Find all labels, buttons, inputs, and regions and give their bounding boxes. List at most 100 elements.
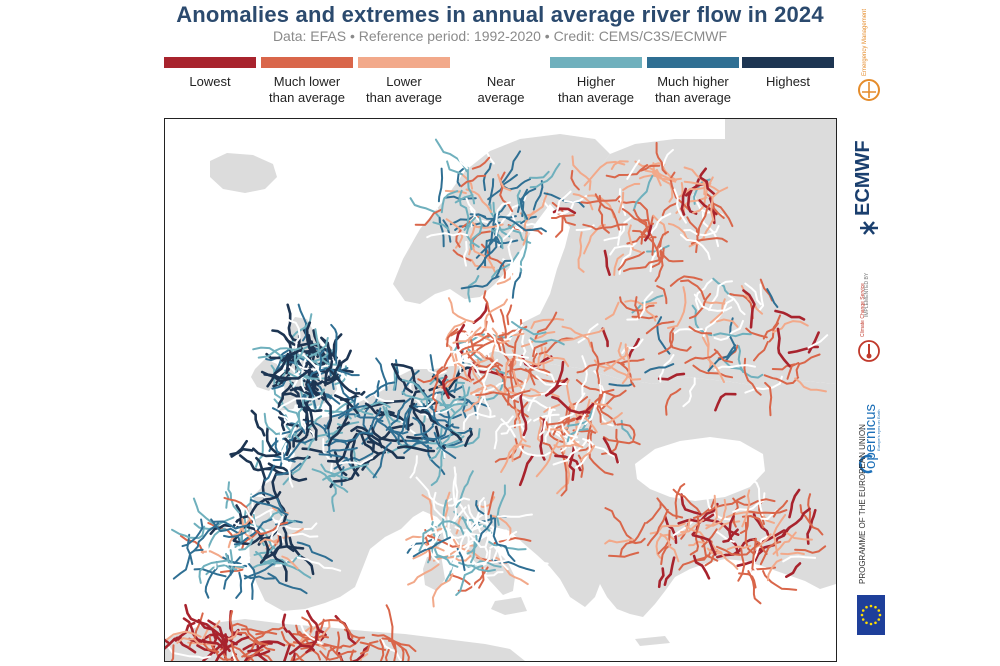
river-segment xyxy=(602,436,641,446)
river-segment xyxy=(604,301,620,321)
logo-sidebar: Emergency Management ECMWF IMPLEMENTED B… xyxy=(850,9,890,656)
river-segment xyxy=(305,321,319,354)
river-segment xyxy=(288,532,319,538)
legend-item-higher: Higher than average xyxy=(550,57,642,106)
river-segment xyxy=(613,253,625,276)
river-segment xyxy=(688,540,706,547)
river-segment xyxy=(364,402,401,420)
river-segment xyxy=(307,367,338,381)
river-segment xyxy=(544,407,554,443)
river-segment xyxy=(529,170,550,179)
river-segment xyxy=(502,258,531,283)
river-segment xyxy=(604,507,635,541)
river-segment xyxy=(448,384,466,430)
river-segment xyxy=(692,554,711,580)
river-segment xyxy=(610,160,629,170)
river-segment xyxy=(192,522,220,552)
map-subtitle: Data: EFAS • Reference period: 1992-2020… xyxy=(272,28,728,44)
river-segment xyxy=(470,569,504,577)
river-segment xyxy=(439,402,468,413)
river-segment xyxy=(271,379,287,390)
river-segment xyxy=(422,433,457,459)
river-segment xyxy=(243,560,279,580)
programme-text: PROGRAMME OF THE EUROPEAN UNION xyxy=(858,424,867,584)
river-segment xyxy=(310,361,322,381)
river-segment xyxy=(577,231,585,273)
river-segment xyxy=(425,524,438,550)
land-iceland xyxy=(210,153,277,193)
river-segment xyxy=(247,562,257,600)
river-segment xyxy=(691,533,717,556)
river-segment xyxy=(489,203,499,222)
copernicus-c-icon xyxy=(858,454,873,474)
river-segment xyxy=(623,253,665,273)
river-segment xyxy=(626,159,641,180)
land-finland-russia xyxy=(510,139,836,387)
river-segment xyxy=(583,223,606,255)
river-segment xyxy=(738,572,757,589)
river-segment xyxy=(203,643,234,661)
river-segment xyxy=(475,500,485,515)
river-segment xyxy=(282,644,291,661)
river-segment xyxy=(469,497,485,529)
river-segment xyxy=(306,609,326,635)
river-segment xyxy=(551,210,569,228)
river-segment xyxy=(519,220,552,230)
river-segment xyxy=(553,443,584,449)
river-segment xyxy=(626,291,654,321)
river-segment xyxy=(715,542,761,556)
river-segment xyxy=(491,251,520,279)
river-segment xyxy=(508,389,531,399)
river-segment xyxy=(555,190,572,215)
river-segment xyxy=(359,641,386,651)
river-segment xyxy=(741,489,751,528)
river-segment xyxy=(293,351,316,382)
river-segment xyxy=(456,547,466,572)
river-segment xyxy=(768,314,782,343)
river-segment xyxy=(680,187,687,216)
river-segment xyxy=(602,437,619,464)
river-segment xyxy=(451,149,469,170)
river-segment xyxy=(758,283,765,312)
river-segment xyxy=(563,195,588,204)
river-segment xyxy=(509,360,515,393)
river-segment xyxy=(722,528,739,543)
river-segment xyxy=(329,646,343,661)
river-segment xyxy=(652,214,667,236)
river-segment xyxy=(314,328,338,366)
river-segment xyxy=(598,385,606,413)
river-segment xyxy=(452,538,486,563)
river-segment xyxy=(233,518,273,546)
river-segment xyxy=(437,520,465,536)
river-segment xyxy=(471,356,492,386)
legend-item-near-average: Near average xyxy=(455,57,547,106)
legend: Lowest Much lower than average Lower tha… xyxy=(164,57,838,109)
river-segment xyxy=(311,468,349,493)
river-segment xyxy=(375,357,388,391)
river-segment xyxy=(278,420,306,442)
river-segment xyxy=(782,555,817,563)
river-segment xyxy=(561,325,592,348)
river-segment xyxy=(427,404,462,420)
river-segment xyxy=(339,390,366,401)
river-segment xyxy=(248,491,282,519)
river-segment xyxy=(327,421,350,447)
river-segment xyxy=(393,363,418,390)
river-segment xyxy=(683,180,720,193)
legend-label: Lower than average xyxy=(366,74,442,105)
river-segment xyxy=(786,362,800,380)
river-segment xyxy=(452,326,482,344)
legend-swatch xyxy=(358,57,450,68)
river-segment xyxy=(350,645,370,661)
land-sardinia xyxy=(423,555,445,591)
river-segment xyxy=(511,215,524,233)
river-segment xyxy=(293,428,310,443)
river-segment xyxy=(619,296,655,312)
river-segment xyxy=(197,618,228,647)
river-segment xyxy=(724,317,737,362)
river-segment xyxy=(686,182,708,215)
river-segment xyxy=(511,268,523,299)
river-segment xyxy=(608,382,634,387)
river-segment xyxy=(807,493,812,522)
river-segment xyxy=(556,212,576,226)
